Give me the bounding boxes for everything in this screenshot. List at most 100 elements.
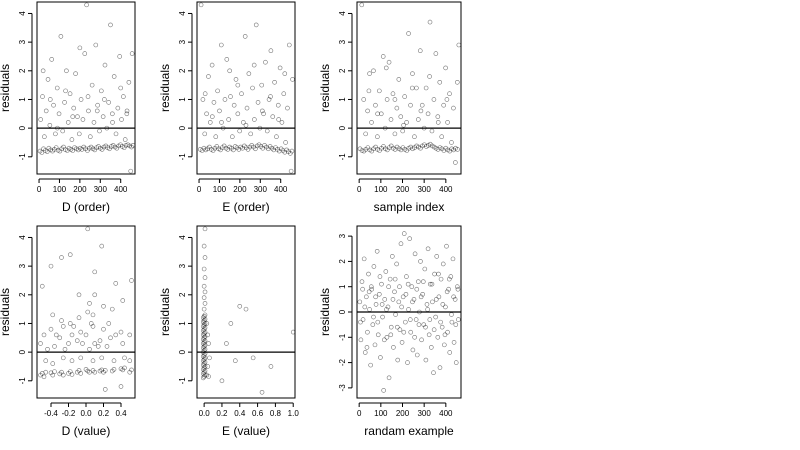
residual-point [365, 108, 370, 114]
residual-point [268, 364, 274, 369]
residual-point [263, 59, 268, 65]
residual-point [437, 365, 443, 370]
residual-point [219, 120, 224, 125]
residual-point [431, 97, 437, 102]
residual-point [423, 324, 428, 330]
residual-point [424, 302, 430, 307]
x-tick-label: 300 [94, 185, 108, 194]
residual-point [120, 341, 126, 346]
residual-point [403, 319, 408, 325]
residual-point [449, 312, 454, 317]
residual-point [388, 117, 394, 122]
residual-point [379, 281, 384, 287]
x-tick-label: 100 [374, 409, 388, 418]
residual-point [43, 108, 49, 114]
residual-point [392, 97, 398, 102]
residual-point [425, 111, 431, 117]
x-tick-label: 0 [37, 185, 42, 194]
y-tick-label: 0 [338, 125, 347, 130]
residual-point [108, 335, 113, 341]
residual-point [416, 279, 421, 284]
residual-point [435, 114, 441, 119]
residual-point [413, 317, 419, 322]
residual-point [409, 85, 415, 91]
residual-point [290, 77, 295, 82]
residual-point [447, 91, 452, 97]
residual-point [85, 226, 91, 232]
residual-point [237, 303, 243, 309]
residual-point [419, 102, 425, 108]
residual-point [282, 71, 288, 76]
plot-frame [196, 225, 296, 399]
residual-point [111, 74, 117, 79]
residual-point [388, 332, 394, 338]
x-tick-label: 0.0 [80, 409, 92, 418]
residual-point [289, 148, 295, 154]
residual-point [62, 100, 67, 105]
x-axis-title: E (order) [222, 200, 269, 214]
residual-point [202, 301, 208, 306]
residual-point [387, 276, 393, 282]
residual-point [78, 97, 84, 102]
residual-point [39, 150, 45, 155]
residual-point [106, 100, 111, 105]
residual-point [60, 324, 66, 329]
residual-point [242, 34, 248, 39]
residual-point [75, 114, 80, 119]
residual-point [383, 65, 389, 71]
residual-point [422, 266, 428, 272]
residual-point [224, 57, 230, 62]
residual-point [412, 334, 417, 340]
residual-point [358, 319, 363, 325]
residual-point [95, 344, 101, 349]
residual-point [228, 94, 233, 99]
residual-point [290, 329, 296, 335]
residual-point [391, 345, 396, 350]
residual-point [128, 168, 134, 174]
y-tick-label: -2 [338, 358, 347, 366]
residual-point [69, 358, 75, 364]
residual-point [446, 286, 451, 292]
residual-point [78, 329, 84, 335]
residual-point [111, 358, 117, 364]
residual-point [41, 374, 47, 380]
residual-point [414, 286, 420, 292]
residual-point [71, 105, 77, 111]
residual-point [124, 111, 130, 117]
residual-point [411, 297, 417, 302]
residual-point [64, 68, 69, 74]
residual-point [364, 345, 370, 350]
residual-point [439, 324, 445, 330]
residual-point [67, 321, 73, 326]
residual-point [87, 346, 92, 352]
residual-point [390, 297, 396, 302]
residual-point [233, 358, 238, 364]
residual-point [86, 108, 91, 114]
residual-point [40, 68, 46, 74]
residual-point [99, 243, 105, 249]
residual-point [207, 355, 212, 361]
residual-point [358, 337, 364, 343]
residual-point [109, 306, 115, 312]
residual-point [207, 120, 213, 125]
residual-point [380, 314, 385, 320]
residual-point [53, 131, 58, 137]
residual-point [82, 51, 88, 56]
residual-point [101, 303, 106, 309]
residual-point [442, 342, 447, 348]
residual-point [385, 304, 391, 310]
residual-point [410, 299, 415, 305]
residual-point [38, 117, 43, 122]
residual-point [283, 140, 288, 145]
residual-point [362, 304, 368, 310]
residual-point [412, 251, 418, 257]
residual-point [381, 388, 386, 393]
residual-point [443, 65, 448, 71]
plot-frame [36, 1, 136, 175]
y-tick-label: 3 [338, 39, 347, 44]
residual-point [118, 329, 124, 335]
residual-point [205, 332, 210, 338]
y-tick-label: -1 [338, 333, 347, 341]
residual-point [414, 352, 420, 358]
residual-point [436, 294, 442, 300]
